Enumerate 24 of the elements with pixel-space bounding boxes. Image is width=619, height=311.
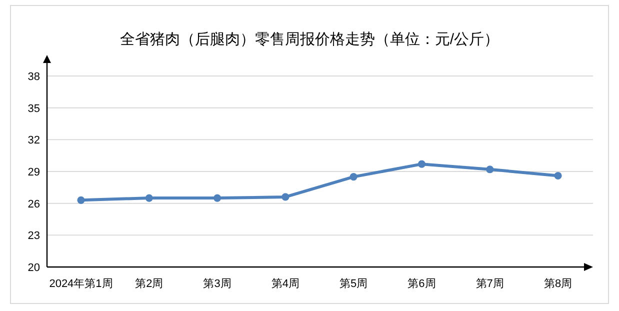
chart-title: 全省猪肉（后腿肉）零售周报价格走势（单位：元/公斤） [120, 31, 500, 48]
y-tick-label: 26 [28, 198, 40, 210]
y-tick-label: 20 [28, 262, 40, 274]
point [486, 166, 494, 174]
x-tick-label: 第7周 [476, 278, 504, 290]
point [213, 194, 222, 202]
y-tick-label: 38 [28, 71, 40, 83]
y-tick-label: 35 [28, 102, 40, 115]
x-tick-label: 第5周 [340, 278, 368, 290]
point [418, 160, 426, 168]
x-tick-label: 第8周 [544, 278, 572, 290]
point [145, 194, 153, 202]
x-tick-label: 2024年第1周 [49, 278, 113, 290]
y-tick-label: 32 [28, 134, 40, 147]
point [77, 196, 85, 204]
x-tick-label: 第2周 [135, 278, 164, 290]
y-tick-label: 23 [28, 230, 40, 242]
point [282, 193, 290, 201]
y-tick-label: 29 [28, 166, 40, 178]
x-tick-label: 第6周 [408, 278, 436, 290]
x-tick-label: 第4周 [271, 278, 300, 290]
x-tick-label: 第3周 [203, 278, 232, 290]
point [554, 172, 562, 180]
point [350, 173, 358, 181]
